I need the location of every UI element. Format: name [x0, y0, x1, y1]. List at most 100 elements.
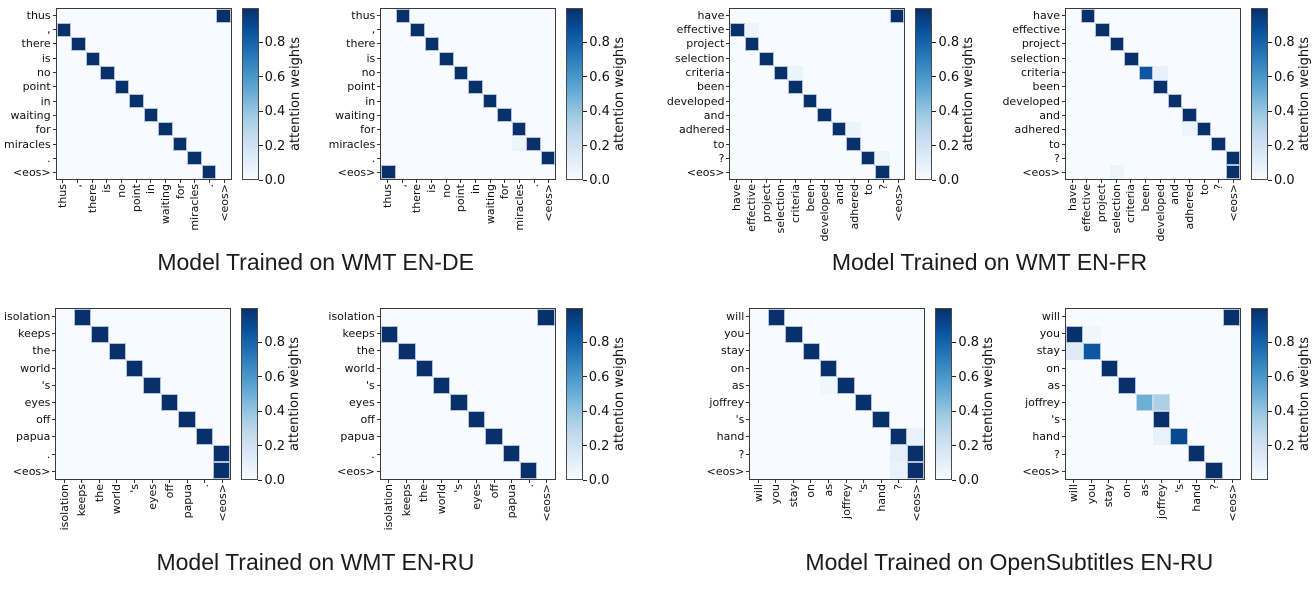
y-tick-label: point [329, 80, 381, 94]
heatmap-cell [381, 164, 396, 179]
y-tick-label: hand [1022, 428, 1065, 445]
colorbar-axis-label: attention weights [1297, 336, 1312, 452]
x-tick: hand [873, 480, 891, 542]
heatmap-cell [875, 150, 890, 165]
heatmap-cell [1066, 343, 1084, 360]
y-tick-label: <eos> [328, 463, 379, 480]
colorbar-tick-label: 0.6 [1274, 369, 1295, 385]
heatmap-cell [906, 445, 925, 462]
x-tick: will [749, 480, 767, 542]
x-tick-label: will [1067, 484, 1081, 503]
heatmap-cell [453, 65, 469, 80]
heatmap-cell [1100, 360, 1119, 377]
y-tick-label: there [329, 37, 381, 51]
colorbar-axis-label: attention weights [961, 36, 977, 152]
x-tick-label: for [498, 184, 512, 200]
heatmap-plot: will you stay on as joffrey's hand? <eos> will yo… [1022, 308, 1241, 542]
y-tick-label: and [667, 108, 730, 122]
top-row: thus, there is no point in waiting for miracles.… [4, 8, 1312, 276]
colorbar: 0.8 0.6 0.4 0.2 attention weights [1251, 308, 1312, 480]
colorbar-tick [582, 479, 587, 481]
colorbar-gradient [915, 8, 933, 180]
colorbar: 0.8 0.6 0.4 0.2 0.0 attention weights [565, 308, 627, 487]
heatmap-cell [906, 462, 925, 479]
x-tick-label: effective [744, 184, 758, 232]
x-tick-label: world [434, 484, 448, 515]
heatmap-cell [860, 150, 876, 165]
colorbar-ticks: 0.8 0.6 0.4 0.2 0.0 [258, 8, 290, 187]
y-tick-label: hand [707, 428, 750, 445]
heatmap-cell [819, 360, 838, 377]
heatmap-cell [216, 9, 231, 24]
colorbar-gradient [935, 308, 953, 480]
heatmap-pair-wmt-en-de: thus, there is no point in waiting for miracles.… [4, 8, 627, 242]
x-tick-label: 's [128, 484, 142, 493]
y-axis-tick-labels: thus, there is no point in waiting for miracles.… [4, 8, 56, 180]
colorbar-tick [258, 376, 263, 378]
x-tick: on [802, 480, 820, 542]
colorbar-tick [952, 445, 957, 447]
colorbar-tick [583, 110, 588, 112]
y-axis-tick-labels: will you stay on as joffrey's hand? <eos> [1022, 308, 1065, 480]
heatmap-cell [1135, 394, 1153, 411]
attention-heatmap [1065, 8, 1241, 180]
heatmap-cell [100, 65, 115, 80]
heatmap-cell [519, 462, 538, 479]
x-tick-label: <eos> [216, 484, 230, 522]
y-tick-label: miracles [329, 137, 381, 151]
y-tick-label: <eos> [707, 463, 750, 480]
heatmap-cell [1182, 108, 1197, 123]
x-tick: world [433, 480, 451, 542]
colorbar-tick-label: 0.0 [958, 473, 980, 488]
y-tick-label: to [667, 137, 730, 151]
y-tick-label: stay [707, 342, 750, 359]
y-tick-label: on [707, 360, 750, 377]
heatmap-cell [129, 94, 144, 109]
y-tick-label: developed [1002, 94, 1065, 108]
colorbar-tick [1268, 445, 1272, 447]
y-tick-label: waiting [329, 108, 381, 122]
x-tick-label: there [85, 184, 99, 214]
colorbar-tick [258, 179, 263, 181]
x-tick-label: been [1139, 184, 1153, 212]
heatmap-cell [380, 326, 399, 343]
x-tick: criteria [1124, 180, 1139, 242]
x-tick: <eos> [214, 480, 232, 542]
heatmap-cell [108, 343, 126, 360]
heatmap-cell [410, 23, 425, 38]
x-tick-label: on [1120, 484, 1134, 498]
x-tick-label: have [730, 184, 744, 211]
heatmap-cell [1124, 51, 1139, 66]
x-tick: <eos> [538, 480, 556, 542]
y-tick-label: in [329, 94, 381, 108]
x-tick: 's [1171, 480, 1189, 542]
y-tick-label: point [4, 80, 56, 94]
x-tick-label: joffrey [839, 484, 853, 519]
x-tick-label: . [527, 184, 541, 188]
x-tick-label: <eos> [910, 484, 924, 522]
y-tick-label: <eos> [1002, 166, 1065, 180]
x-tick-label: off [163, 484, 177, 499]
y-tick-label: miracles [4, 137, 56, 151]
y-tick-label: have [1002, 8, 1065, 22]
colorbar-tick-label: 0.0 [264, 473, 286, 488]
y-tick-label: will [707, 308, 750, 325]
heatmap-plot: have effective project selection criteria bee… [667, 8, 906, 242]
heatmap-panel: thus, there is no point in waiting for miracles.… [4, 8, 303, 242]
y-tick-label: keeps [4, 325, 55, 342]
x-tick-label: isolation [382, 484, 396, 531]
colorbar-tick-label: 0.4 [938, 104, 960, 120]
colorbar-tick [1268, 376, 1272, 378]
heatmap-cell [212, 462, 231, 479]
colorbar-ticks: 0.8 0.6 0.4 0.2 0.0 [583, 8, 614, 187]
y-tick-label: 's [4, 377, 55, 394]
x-tick: is [424, 180, 439, 242]
colorbar: 0.8 0.6 0.4 0.2 0.0 attention weights [241, 8, 303, 187]
x-tick-label: papua [180, 484, 194, 519]
colorbar-tick [952, 341, 957, 343]
heatmap-cell [1211, 136, 1226, 151]
x-tick-label: will [751, 484, 765, 503]
x-tick-label: <eos> [217, 184, 231, 222]
y-tick-label: effective [667, 22, 730, 36]
heatmap-panel: thus, there is no point in waiting for miracles.… [329, 8, 627, 242]
